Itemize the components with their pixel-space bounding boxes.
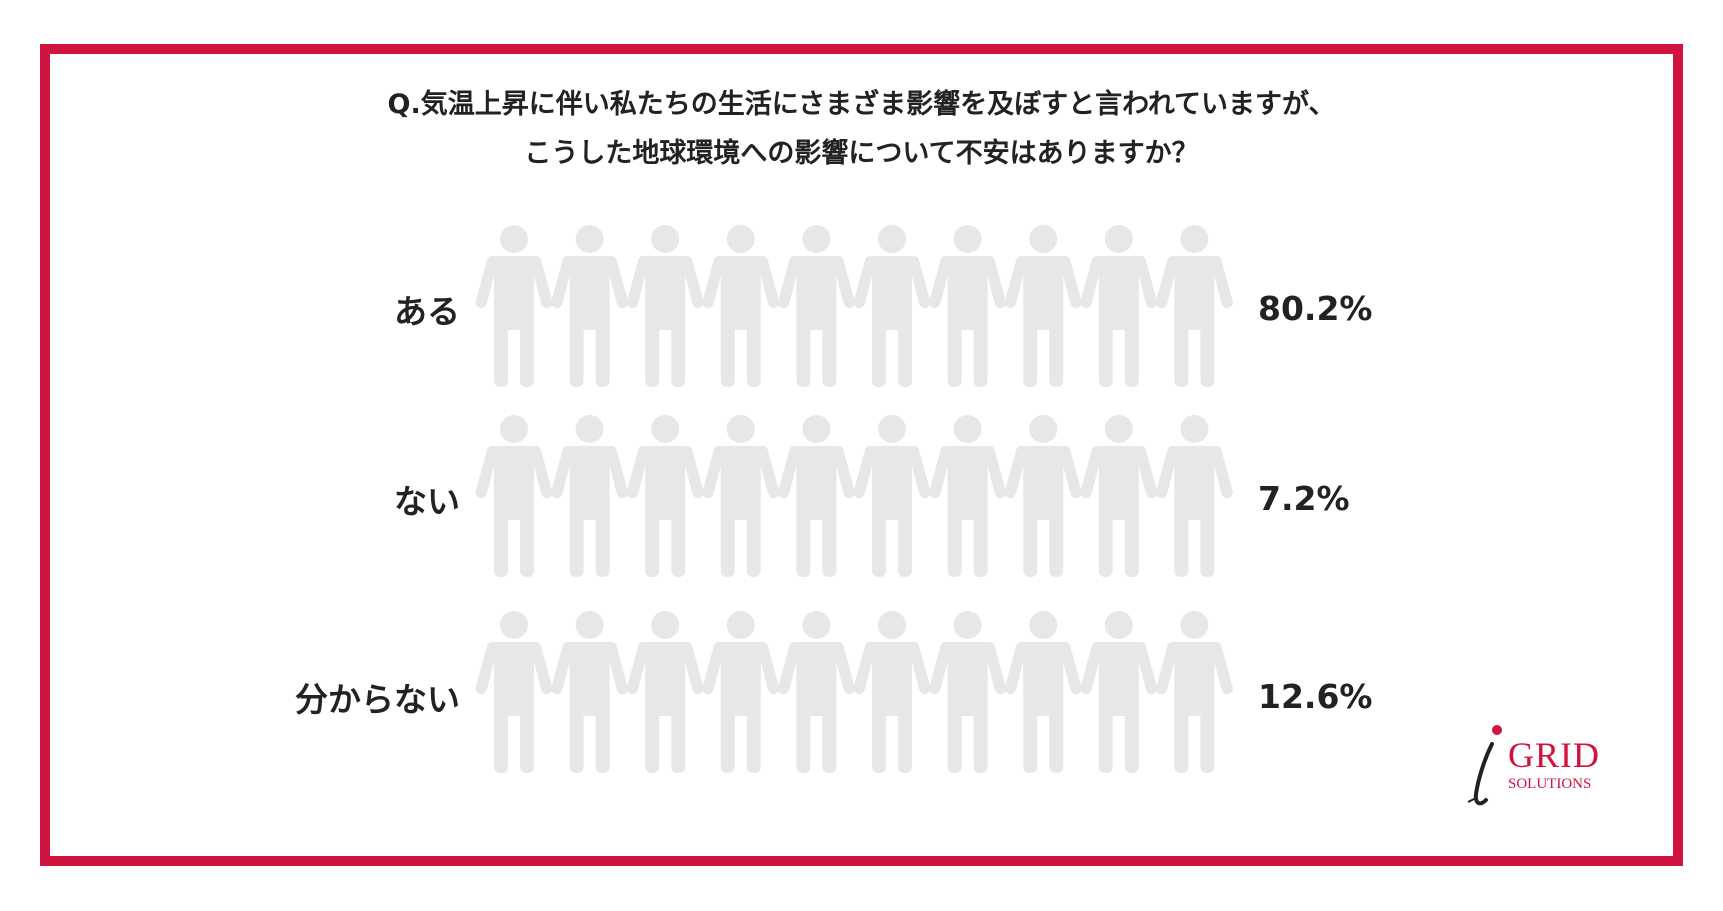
person-icon bbox=[1155, 415, 1233, 577]
i-letter-logo-icon bbox=[1467, 725, 1502, 806]
person-icon bbox=[853, 415, 931, 577]
pictogram-row-3 bbox=[475, 611, 1233, 773]
person-icon bbox=[777, 415, 855, 577]
person-icon bbox=[1004, 611, 1082, 773]
person-icon bbox=[1080, 415, 1158, 577]
person-icon bbox=[1080, 225, 1158, 387]
person-icon bbox=[1080, 611, 1158, 773]
question-line-1: Q.気温上昇に伴い私たちの生活にさまざま影響を及ぼすと言われていますが、 bbox=[387, 89, 1336, 120]
person-icon bbox=[702, 611, 780, 773]
person-icon bbox=[626, 611, 704, 773]
person-icon bbox=[475, 611, 553, 773]
person-icon bbox=[475, 225, 553, 387]
person-icon bbox=[551, 225, 629, 387]
pictogram-row-1 bbox=[475, 225, 1233, 387]
person-icon bbox=[551, 415, 629, 577]
person-icon bbox=[929, 225, 1007, 387]
question-line-2: こうした地球環境への影響について不安はありますか？ bbox=[524, 138, 1199, 169]
person-icon bbox=[702, 415, 780, 577]
logo-subtitle: SOLUTIONS bbox=[1508, 776, 1592, 792]
igrid-solutions-logo: GRID SOLUTIONS bbox=[1467, 722, 1630, 812]
person-icon bbox=[929, 611, 1007, 773]
value-label-wakaranai: 12.6% bbox=[1258, 677, 1373, 716]
person-icon bbox=[1004, 415, 1082, 577]
person-icon bbox=[853, 225, 931, 387]
category-label-nai: ない bbox=[394, 482, 460, 521]
person-icon bbox=[1004, 225, 1082, 387]
question-title: Q.気温上昇に伴い私たちの生活にさまざま影響を及ぼすと言われていますが、 こうし… bbox=[0, 80, 1723, 178]
person-icon bbox=[626, 415, 704, 577]
person-icon bbox=[626, 225, 704, 387]
person-icon bbox=[1155, 225, 1233, 387]
person-icon bbox=[929, 415, 1007, 577]
person-icon bbox=[853, 611, 931, 773]
person-icon bbox=[551, 611, 629, 773]
value-label-nai: 7.2% bbox=[1258, 479, 1350, 518]
person-icon bbox=[702, 225, 780, 387]
category-label-wakaranai: 分からない bbox=[295, 680, 460, 719]
person-icon bbox=[777, 611, 855, 773]
pictogram-row-2 bbox=[475, 415, 1233, 577]
person-icon bbox=[475, 415, 553, 577]
category-label-aru: ある bbox=[394, 292, 460, 331]
logo-word: GRID bbox=[1508, 735, 1600, 775]
person-icon bbox=[777, 225, 855, 387]
person-icon bbox=[1155, 611, 1233, 773]
chart-frame bbox=[40, 44, 1683, 866]
value-label-aru: 80.2% bbox=[1258, 289, 1373, 328]
